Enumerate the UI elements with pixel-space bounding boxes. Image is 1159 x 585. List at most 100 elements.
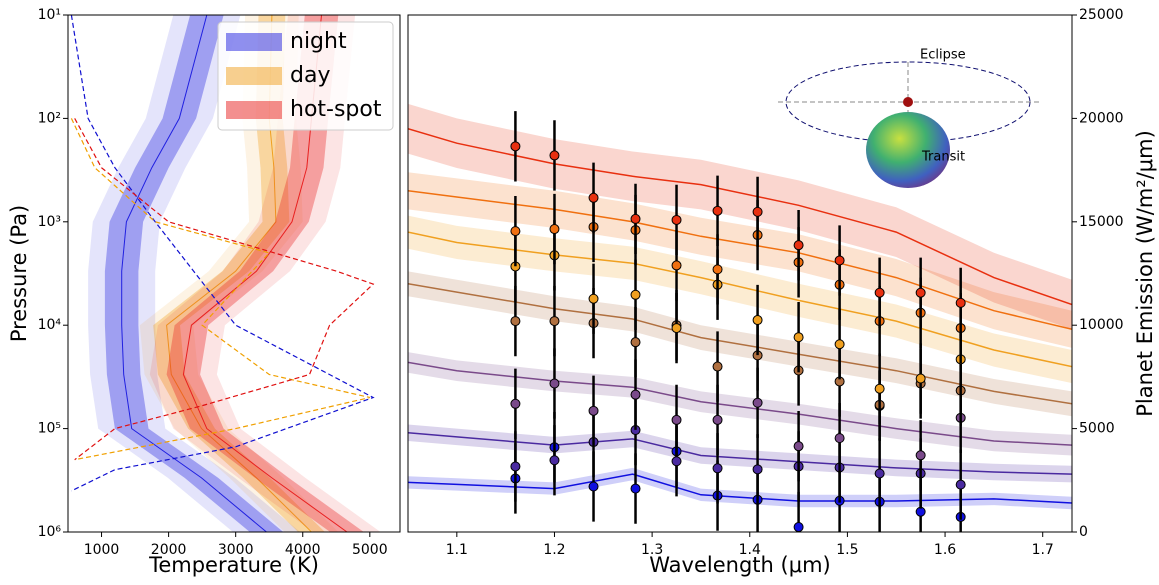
data-point — [915, 373, 926, 384]
uncertainty-band — [166, 15, 364, 532]
data-point — [630, 289, 641, 300]
uncertainty-band — [139, 15, 339, 532]
legend-swatch — [226, 33, 282, 51]
axes-frame — [67, 14, 401, 533]
data-point — [549, 378, 560, 389]
y-tick-label: 10⁴ — [38, 317, 62, 333]
axes-frame — [407, 14, 1073, 533]
data-point — [915, 287, 926, 298]
legend-label: day — [290, 63, 330, 88]
x-tick-label: 3000 — [218, 542, 254, 558]
uncertainty-band — [149, 15, 381, 532]
data-point — [510, 398, 521, 409]
y-tick-label: 5000 — [1079, 421, 1115, 437]
data-point — [671, 214, 682, 225]
legend-swatch — [226, 67, 282, 85]
annotation: Transit — [921, 150, 965, 165]
profile-line — [121, 15, 267, 532]
data-point — [915, 450, 926, 461]
data-point — [510, 141, 521, 152]
contribution-line — [74, 118, 375, 461]
data-point — [834, 433, 845, 444]
data-point — [671, 414, 682, 425]
data-point — [874, 468, 885, 479]
uncertainty-band — [104, 15, 284, 532]
data-point — [510, 316, 521, 327]
data-point — [874, 383, 885, 394]
model-band — [408, 172, 1072, 348]
data-point — [752, 315, 763, 326]
x-axis-title: Wavelength (μm) — [649, 553, 830, 577]
x-tick-label: 1.2 — [543, 542, 565, 558]
uncertainty-band — [88, 15, 301, 532]
data-point — [671, 456, 682, 467]
data-point — [793, 441, 804, 452]
x-tick-label: 1.5 — [836, 542, 858, 558]
data-point — [752, 206, 763, 217]
data-point — [630, 213, 641, 224]
y-tick-label: 10³ — [38, 214, 61, 230]
data-point — [588, 481, 599, 492]
data-point — [671, 323, 682, 334]
model-band — [408, 103, 1072, 330]
data-point — [834, 255, 845, 266]
x-axis-title: Temperature (K) — [148, 553, 319, 577]
data-point — [712, 264, 723, 275]
x-tick-label: 1000 — [84, 542, 120, 558]
y-tick-label: 15000 — [1079, 214, 1124, 230]
data-point — [712, 361, 723, 372]
data-point — [630, 337, 641, 348]
y-tick-label: 25000 — [1079, 7, 1124, 23]
data-point — [834, 339, 845, 350]
planet — [903, 97, 913, 107]
y-tick-label: 0 — [1079, 524, 1088, 540]
x-tick-label: 2000 — [151, 542, 187, 558]
orbit-inset — [778, 61, 1040, 188]
model-band — [408, 467, 1072, 510]
annotation: Eclipse — [920, 48, 966, 63]
profile-line — [182, 15, 348, 532]
data-point — [510, 461, 521, 472]
profile-line — [166, 15, 312, 532]
data-point — [752, 464, 763, 475]
legend-label: hot-spot — [290, 97, 382, 122]
contribution-line — [70, 118, 370, 461]
data-point — [588, 405, 599, 416]
model-line — [408, 127, 1072, 306]
y-axis-title: Planet Emission (W/m²/μm) — [1133, 130, 1157, 417]
spectrum-plot — [408, 103, 1072, 532]
data-point — [549, 316, 560, 327]
data-point — [955, 297, 966, 308]
data-point — [588, 293, 599, 304]
data-point — [874, 287, 885, 298]
x-tick-label: 5000 — [352, 542, 388, 558]
x-tick-label: 1.3 — [641, 542, 663, 558]
x-tick-label: 1.7 — [1032, 542, 1054, 558]
data-point — [793, 522, 804, 532]
data-point — [793, 240, 804, 251]
data-point — [549, 455, 560, 466]
profile-plot — [70, 15, 381, 532]
data-point — [630, 483, 641, 494]
data-point — [671, 260, 682, 271]
data-point — [549, 150, 560, 161]
x-tick-label: 1.4 — [739, 542, 761, 558]
labels: 1000 2000 3000 4000 5000 10¹ 10² 10³ 10⁴ 10⁵ 10⁶ Te… — [7, 7, 1157, 577]
y-tick-label: 10¹ — [38, 7, 61, 23]
y-tick-label: 10⁶ — [38, 524, 62, 540]
y-tick-label: 10² — [38, 110, 61, 126]
data-point — [510, 226, 521, 237]
y-tick-label: 20000 — [1079, 110, 1124, 126]
y-tick-label: 10⁵ — [38, 421, 61, 437]
data-point — [712, 414, 723, 425]
data-point — [712, 205, 723, 216]
legend-label: night — [290, 29, 347, 54]
x-tick-label: 1.1 — [446, 542, 468, 558]
y-tick-label: 10000 — [1079, 317, 1124, 333]
data-point — [793, 332, 804, 343]
contribution-line — [70, 15, 375, 492]
data-point — [955, 479, 966, 490]
legend-swatch — [226, 101, 282, 119]
x-tick-label: 4000 — [285, 542, 321, 558]
